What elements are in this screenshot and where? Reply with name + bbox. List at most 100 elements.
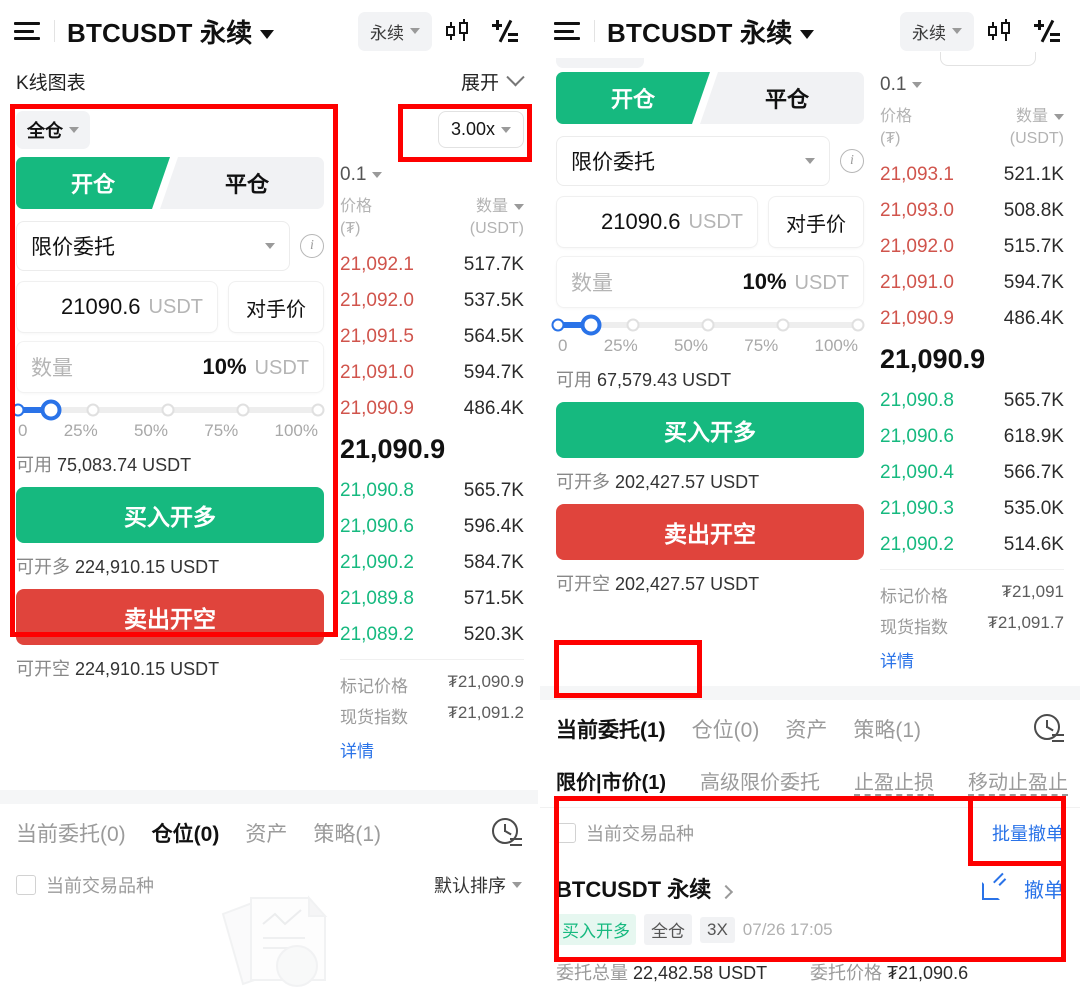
slider-dot-50[interactable]	[161, 403, 175, 417]
slider-dot-75[interactable]	[776, 318, 790, 332]
order-book-row-ask[interactable]: 21,093.1 521.1K	[880, 157, 1064, 193]
order-book-row-ask[interactable]: 21,093.0 508.8K	[880, 193, 1064, 229]
order-book-row-ask[interactable]: 21,090.9 486.4K	[340, 391, 524, 427]
info-icon[interactable]: i	[840, 149, 864, 173]
pair-title[interactable]: BTCUSDT 永续	[67, 13, 275, 50]
order-book-row-ask[interactable]: 21,092.0 515.7K	[880, 229, 1064, 265]
order-type-select[interactable]: 限价委托	[556, 136, 830, 186]
pair-title[interactable]: BTCUSDT 永续	[607, 13, 815, 50]
detail-link[interactable]: 详情	[340, 742, 374, 762]
buy-long-button[interactable]: 买入开多	[556, 402, 864, 458]
slider-track[interactable]	[11, 399, 325, 421]
order-type-select[interactable]: 限价委托	[16, 221, 290, 271]
sell-short-button[interactable]: 卖出开空	[16, 589, 324, 645]
slider-dot-100[interactable]	[851, 318, 865, 332]
subtab-limit-market[interactable]: 限价|市价(1)	[556, 772, 667, 795]
slider-dot-0[interactable]	[551, 318, 565, 332]
depth-precision-selector[interactable]: 0.1	[880, 72, 1064, 100]
slider-dot-25[interactable]	[626, 318, 640, 332]
order-book-row-bid[interactable]: 21,090.4 566.7K	[880, 455, 1064, 491]
tab-open-position[interactable]: 开仓	[16, 157, 170, 209]
col-qty-label[interactable]: 数量	[470, 196, 524, 218]
history-clock-icon[interactable]	[1034, 714, 1064, 744]
order-book-row-bid[interactable]: 21,089.8 571.5K	[340, 581, 524, 617]
depth-precision-selector[interactable]: 0.1	[340, 158, 524, 190]
opponent-price-button[interactable]: 对手价	[228, 281, 324, 333]
quantity-input[interactable]: 数量 10% USDT	[556, 256, 864, 308]
order-book-row-bid[interactable]: 21,090.6 618.9K	[880, 419, 1064, 455]
slider-dot-25[interactable]	[86, 403, 100, 417]
tab-assets[interactable]: 资产	[785, 719, 828, 743]
quantity-slider[interactable]: 0 25% 50% 75% 100%	[551, 314, 865, 356]
slider-track[interactable]	[551, 314, 865, 336]
ratio-calc-icon[interactable]	[1028, 12, 1066, 50]
buy-long-button[interactable]: 买入开多	[16, 487, 324, 543]
col-qty-unit: (USDT)	[1009, 129, 1064, 147]
tab-current-orders[interactable]: 当前委托(0)	[16, 823, 126, 847]
edit-order-icon[interactable]	[982, 872, 1007, 901]
candlestick-icon[interactable]	[440, 12, 478, 50]
slider-knob[interactable]	[40, 399, 62, 421]
tab-open-position[interactable]: 开仓	[556, 72, 710, 124]
leverage-selector[interactable]: 3.00x	[437, 111, 524, 148]
current-pair-checkbox[interactable]	[556, 823, 576, 844]
order-book-row-bid[interactable]: 21,090.8 565.7K	[880, 383, 1064, 419]
order-book-row-bid[interactable]: 21,090.3 535.0K	[880, 491, 1064, 527]
contract-type-chip[interactable]: 永续	[358, 11, 432, 51]
order-book-row-ask[interactable]: 21,091.0 594.7K	[340, 355, 524, 391]
sell-short-button[interactable]: 卖出开空	[556, 504, 864, 560]
expand-button[interactable]: 展开	[461, 68, 525, 95]
slider-dot-50[interactable]	[701, 318, 715, 332]
tab-close-position[interactable]: 平仓	[700, 72, 864, 124]
margin-mode-chip[interactable]: 全仓	[16, 111, 90, 149]
tab-assets[interactable]: 资产	[245, 823, 288, 847]
quantity-slider[interactable]: 0 25% 50% 75% 100%	[11, 399, 325, 441]
slider-fill	[18, 407, 51, 413]
tab-current-orders[interactable]: 当前委托(1)	[556, 719, 666, 743]
slider-dot-100[interactable]	[311, 403, 325, 417]
tab-positions[interactable]: 仓位(0)	[691, 719, 760, 743]
open-order-card[interactable]: BTCUSDT 永续 撤单 买入开多 全仓 3X 07/26 17:05 委托总…	[540, 858, 1080, 987]
tab-positions[interactable]: 仓位(0)	[151, 823, 220, 847]
hamburger-icon[interactable]	[14, 22, 40, 40]
batch-cancel-button[interactable]: 批量撤单	[992, 824, 1064, 845]
order-book-row-ask[interactable]: 21,090.9 486.4K	[880, 301, 1064, 337]
subtab-advanced-limit[interactable]: 高级限价委托	[700, 772, 821, 795]
col-qty-label[interactable]: 数量	[1010, 106, 1064, 128]
order-book-row-ask[interactable]: 21,092.0 537.5K	[340, 283, 524, 319]
tab-close-position[interactable]: 平仓	[160, 157, 324, 209]
slider-knob[interactable]	[580, 314, 602, 336]
price-input[interactable]: 21090.6 USDT	[16, 281, 218, 333]
subtab-tp-sl[interactable]: 止盈止损	[854, 772, 935, 795]
order-book-row-ask[interactable]: 21,091.5 564.5K	[340, 319, 524, 355]
order-pair-label[interactable]: BTCUSDT 永续	[556, 872, 734, 904]
price-input[interactable]: 21090.6 USDT	[556, 196, 758, 248]
order-book-row-bid[interactable]: 21,090.2 584.7K	[340, 545, 524, 581]
ask-qty: 564.5K	[463, 326, 524, 348]
history-clock-icon[interactable]	[492, 818, 522, 848]
last-price: 21,090.9	[340, 434, 446, 465]
order-book-row-ask[interactable]: 21,091.0 594.7K	[880, 265, 1064, 301]
order-book-row-bid[interactable]: 21,089.2 520.3K	[340, 617, 524, 653]
order-book-row-ask[interactable]: 21,092.1 517.7K	[340, 247, 524, 283]
slider-dot-75[interactable]	[236, 403, 250, 417]
cancel-order-button[interactable]: 撤单	[1024, 879, 1064, 902]
contract-type-chip[interactable]: 永续	[900, 11, 974, 51]
info-icon[interactable]: i	[300, 234, 324, 258]
tab-strategies[interactable]: 策略(1)	[853, 719, 922, 743]
slider-dot-0[interactable]	[11, 403, 25, 417]
detail-link[interactable]: 详情	[880, 652, 914, 672]
current-pair-checkbox[interactable]	[16, 875, 36, 896]
order-book-row-bid[interactable]: 21,090.2 514.6K	[880, 527, 1064, 563]
order-book-row-bid[interactable]: 21,090.6 596.4K	[340, 509, 524, 545]
order-book-row-bid[interactable]: 21,090.8 565.7K	[340, 473, 524, 509]
candlestick-icon[interactable]	[982, 12, 1020, 50]
ratio-calc-icon[interactable]	[486, 12, 524, 50]
tab-strategies[interactable]: 策略(1)	[313, 823, 382, 847]
quantity-input[interactable]: 数量 10% USDT	[16, 341, 324, 393]
subtab-trailing-tp-sl[interactable]: 移动止盈止	[968, 772, 1069, 795]
hamburger-icon[interactable]	[554, 22, 580, 40]
opponent-price-button[interactable]: 对手价	[768, 196, 864, 248]
sort-selector[interactable]: 默认排序	[434, 872, 522, 898]
slider-fill	[558, 322, 591, 328]
